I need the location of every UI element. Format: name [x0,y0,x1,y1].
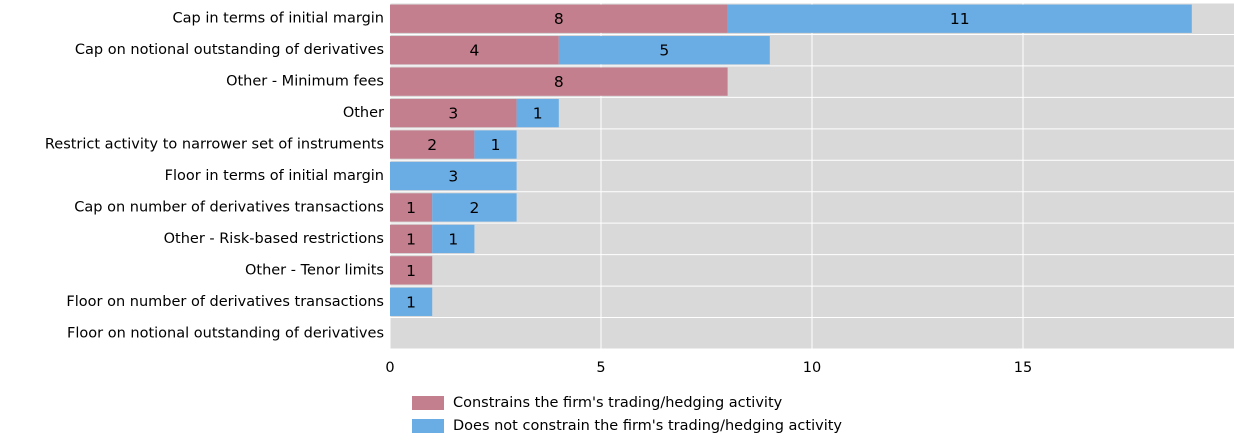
y-tick-label: Other - Risk-based restrictions [164,231,384,247]
bar-segment [390,98,517,128]
bar-segment [390,161,517,191]
data-label: 1 [491,136,501,154]
legend-label: Constrains the firm's trading/hedging ac… [453,395,783,411]
bar-segment [390,4,728,33]
data-label: 3 [448,168,458,186]
y-tick-label: Other [343,105,384,121]
y-tick-label: Other - Tenor limits [245,262,384,278]
bar-segment [390,256,433,285]
y-tick-label: Restrict activity to narrower set of ins… [45,137,384,153]
data-label: 2 [469,199,479,217]
data-label: 11 [950,10,970,28]
y-tick-label: Cap on notional outstanding of derivativ… [75,42,384,58]
data-label: 1 [448,230,458,248]
data-label: 1 [406,199,416,217]
y-tick-label: Cap in terms of initial margin [173,11,384,27]
bar-segment [558,36,770,65]
bar-segment [432,224,475,254]
data-label: 5 [659,42,669,60]
data-label: 4 [469,42,479,60]
data-label: 8 [554,73,564,91]
data-label: 1 [406,230,416,248]
x-tick-label: 10 [803,360,821,376]
legend-swatch [412,396,444,410]
bar-segment [727,4,1192,33]
data-label: 1 [533,105,543,123]
bar-segment [390,287,433,316]
bar-segment [390,224,433,254]
bar-segment [390,67,728,96]
x-tick-label: 0 [385,360,394,376]
y-tick-label: Floor on number of derivatives transacti… [66,294,384,310]
y-tick-label: Other - Minimum fees [226,74,384,90]
y-tick-label: Cap on number of derivatives transaction… [74,199,384,215]
legend-swatch [412,419,444,433]
x-tick-label: 15 [1014,360,1032,376]
data-label: 8 [554,10,564,28]
x-tick-label: 5 [596,360,605,376]
legend-label: Does not constrain the firm's trading/he… [453,418,842,434]
bar-segment [390,193,433,222]
y-tick-label: Floor in terms of initial margin [165,168,384,184]
y-tick-label: Floor on notional outstanding of derivat… [67,325,384,341]
bar-segment [474,130,517,159]
data-label: 2 [427,136,437,154]
data-label: 3 [448,105,458,123]
bar-segment [516,98,559,128]
bar-segment [432,193,517,222]
data-label: 1 [406,293,416,311]
bar-segment [390,36,559,65]
bar-segment [390,130,475,159]
data-label: 1 [406,262,416,280]
